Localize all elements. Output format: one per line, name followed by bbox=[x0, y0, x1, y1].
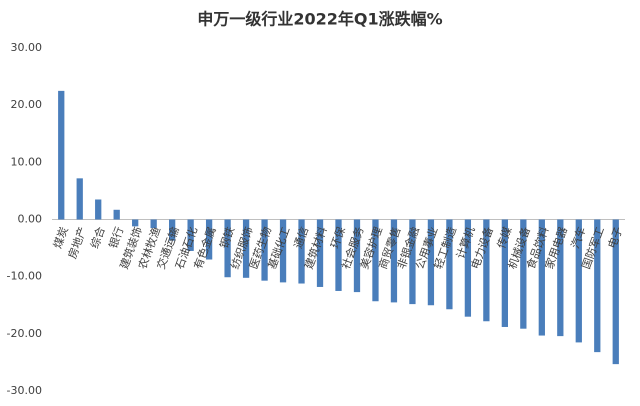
bar bbox=[335, 219, 342, 291]
bar bbox=[76, 178, 83, 220]
bar bbox=[372, 219, 379, 302]
bar bbox=[298, 219, 305, 284]
y-tick-label: -20.00 bbox=[7, 327, 42, 340]
bar bbox=[501, 219, 508, 327]
bar bbox=[205, 219, 213, 260]
bar bbox=[113, 209, 120, 220]
bar bbox=[575, 219, 582, 343]
y-tick-label: 30.00 bbox=[11, 41, 43, 54]
bar bbox=[242, 219, 250, 278]
y-tick-label: 10.00 bbox=[11, 155, 43, 168]
bar bbox=[520, 219, 527, 329]
bar bbox=[95, 199, 102, 220]
y-tick-label: -30.00 bbox=[7, 384, 42, 397]
bar bbox=[390, 219, 398, 303]
bar bbox=[483, 219, 490, 322]
bar bbox=[132, 219, 139, 227]
y-tick-label: 20.00 bbox=[11, 98, 43, 111]
bar bbox=[594, 219, 601, 353]
bar bbox=[612, 219, 619, 365]
bar bbox=[58, 90, 65, 220]
bar bbox=[187, 219, 194, 251]
bar bbox=[464, 219, 472, 317]
bar bbox=[427, 219, 435, 306]
bar bbox=[409, 219, 416, 305]
bar bbox=[316, 219, 324, 287]
bar bbox=[224, 219, 231, 278]
y-tick-label: 0.00 bbox=[18, 213, 43, 226]
bar bbox=[538, 219, 545, 336]
chart-title: 申万一级行业2022年Q1涨跌幅% bbox=[197, 10, 442, 29]
bar bbox=[353, 219, 361, 293]
bar bbox=[446, 219, 453, 310]
bar bbox=[169, 219, 176, 241]
bar bbox=[150, 219, 157, 229]
bar bbox=[261, 219, 268, 281]
y-tick-label: -10.00 bbox=[7, 270, 42, 283]
bar bbox=[279, 219, 287, 283]
bar bbox=[557, 219, 564, 337]
